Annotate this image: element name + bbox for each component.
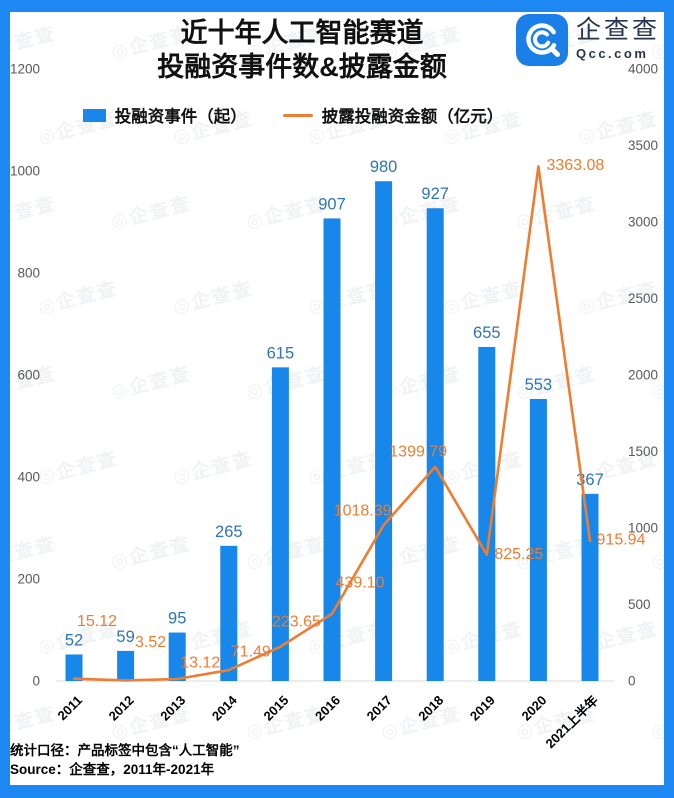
footer-source: Source：企查查，2011年-2021年 (10, 762, 215, 777)
watermark-item: ◎企查查 (514, 533, 599, 574)
watermark-item: ◎企查查 (649, 193, 664, 234)
watermark-item: ◎企查查 (514, 703, 599, 744)
legend-bar-swatch (82, 108, 106, 122)
watermark-item: ◎企查查 (36, 278, 121, 319)
watermark-item: ◎企查查 (109, 703, 194, 744)
chart-title-line2: 投融资事件数&披露金额 (157, 52, 447, 82)
watermark-item: ◎企查查 (441, 448, 526, 489)
logo-name: 企查查 (575, 16, 660, 44)
legend: 投融资事件（起） 披露投融资金额（亿元） (0, 103, 674, 127)
legend-item-bars: 投融资事件（起） (82, 103, 247, 127)
header: 近十年人工智能赛道 投融资事件数&披露金额 企查查 Qcc.com (0, 14, 674, 100)
chart-title-line1: 近十年人工智能赛道 (180, 18, 424, 48)
watermark-item: ◎企查查 (36, 618, 121, 659)
watermark-item: ◎企查查 (379, 193, 464, 234)
legend-bar-label: 投融资事件（起） (114, 108, 247, 126)
watermark-item: ◎企查查 (576, 278, 661, 319)
watermark-item: ◎企查查 (306, 618, 391, 659)
watermark-item: ◎企查查 (10, 533, 59, 574)
watermark-item: ◎企查查 (171, 448, 256, 489)
footer-scope: 统计口径：产品标签中包含“人工智能” (10, 743, 240, 758)
watermark-item: ◎企查查 (576, 618, 661, 659)
qcc-logo-icon (515, 14, 568, 66)
footer: 统计口径：产品标签中包含“人工智能” Source：企查查，2011年-2021… (10, 741, 240, 779)
logo-domain: Qcc.com (575, 46, 649, 61)
watermark-item: ◎企查查 (36, 448, 121, 489)
watermark-item: ◎企查查 (10, 363, 59, 404)
watermark-item: ◎企查查 (244, 193, 329, 234)
watermark-item: ◎企查查 (514, 363, 599, 404)
legend-line-swatch (282, 113, 313, 117)
watermark-item: ◎企查查 (514, 193, 599, 234)
watermark-item: ◎企查查 (109, 363, 194, 404)
watermark-layer: ◎企查查 ◎企查查 ◎企查查 ◎企查查 ◎企查查 ◎企查查 ◎企查查 ◎企查查 ◎企查查 ◎企查查… (10, 12, 664, 785)
watermark-item: ◎企查查 (171, 278, 256, 319)
watermark-item: ◎企查查 (171, 618, 256, 659)
watermark-item: ◎企查查 (649, 363, 664, 404)
chart-title: 近十年人工智能赛道 投融资事件数&披露金额 (0, 16, 674, 84)
watermark-item: ◎企查查 (649, 703, 664, 744)
watermark-item: ◎企查查 (306, 448, 391, 489)
watermark-item: ◎企查查 (10, 193, 59, 234)
watermark-item: ◎企查查 (109, 533, 194, 574)
watermark-item: ◎企查查 (244, 703, 329, 744)
watermark-item: ◎企查查 (10, 703, 59, 744)
legend-item-line: 披露投融资金额（亿元） (282, 103, 504, 127)
watermark-item: ◎企查查 (244, 363, 329, 404)
watermark-item: ◎企查查 (649, 533, 664, 574)
watermark-item: ◎企查查 (379, 363, 464, 404)
watermark-item: ◎企查查 (379, 703, 464, 744)
watermark-item: ◎企查查 (576, 448, 661, 489)
qcc-logo: 企查查 Qcc.com (515, 14, 660, 66)
watermark-item: ◎企查查 (441, 618, 526, 659)
qcc-logo-text: 企查查 Qcc.com (575, 16, 660, 62)
watermark-item: ◎企查查 (441, 278, 526, 319)
watermark-item: ◎企查查 (379, 533, 464, 574)
watermark-item: ◎企查查 (306, 278, 391, 319)
chart-canvas: ◎企查查 ◎企查查 ◎企查查 ◎企查查 ◎企查查 ◎企查查 ◎企查查 ◎企查查 ◎企查查 ◎企查查… (10, 12, 664, 785)
watermark-item: ◎企查查 (244, 533, 329, 574)
watermark-item: ◎企查查 (109, 193, 194, 234)
legend-line-label: 披露投融资金额（亿元） (321, 108, 504, 126)
